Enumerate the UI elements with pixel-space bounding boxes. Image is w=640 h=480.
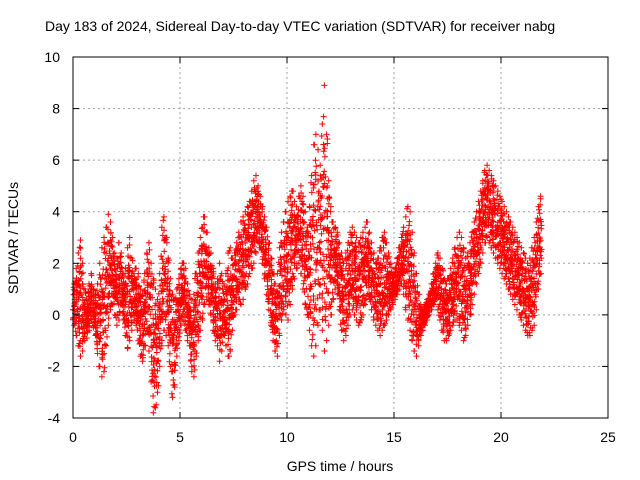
y-tick-label: 2 bbox=[52, 255, 60, 271]
tick-marks bbox=[72, 56, 609, 419]
y-tick-label: -2 bbox=[48, 358, 61, 374]
chart-title: Day 183 of 2024, Sidereal Day-to-day VTE… bbox=[45, 18, 555, 34]
x-axis-title: GPS time / hours bbox=[287, 458, 394, 474]
x-tick-label: 15 bbox=[386, 429, 402, 445]
x-tick-label: 25 bbox=[600, 429, 616, 445]
plot-frame bbox=[72, 56, 609, 419]
y-tick-label: 4 bbox=[52, 204, 60, 220]
y-tick-label: 8 bbox=[52, 101, 60, 117]
y-tick-label: 0 bbox=[52, 307, 60, 323]
y-tick-label: 10 bbox=[44, 49, 60, 65]
x-tick-label: 5 bbox=[176, 429, 184, 445]
y-tick-label: -4 bbox=[48, 410, 61, 426]
x-tick-label: 10 bbox=[279, 429, 295, 445]
x-tick-labels: 0 5 10 15 20 25 bbox=[69, 429, 616, 445]
y-tick-labels: -4 -2 0 2 4 6 8 10 bbox=[44, 49, 60, 426]
y-axis-title: SDTVAR / TECUs bbox=[5, 182, 21, 294]
x-tick-label: 20 bbox=[493, 429, 509, 445]
x-tick-label: 0 bbox=[69, 429, 77, 445]
y-tick-label: 6 bbox=[52, 152, 60, 168]
